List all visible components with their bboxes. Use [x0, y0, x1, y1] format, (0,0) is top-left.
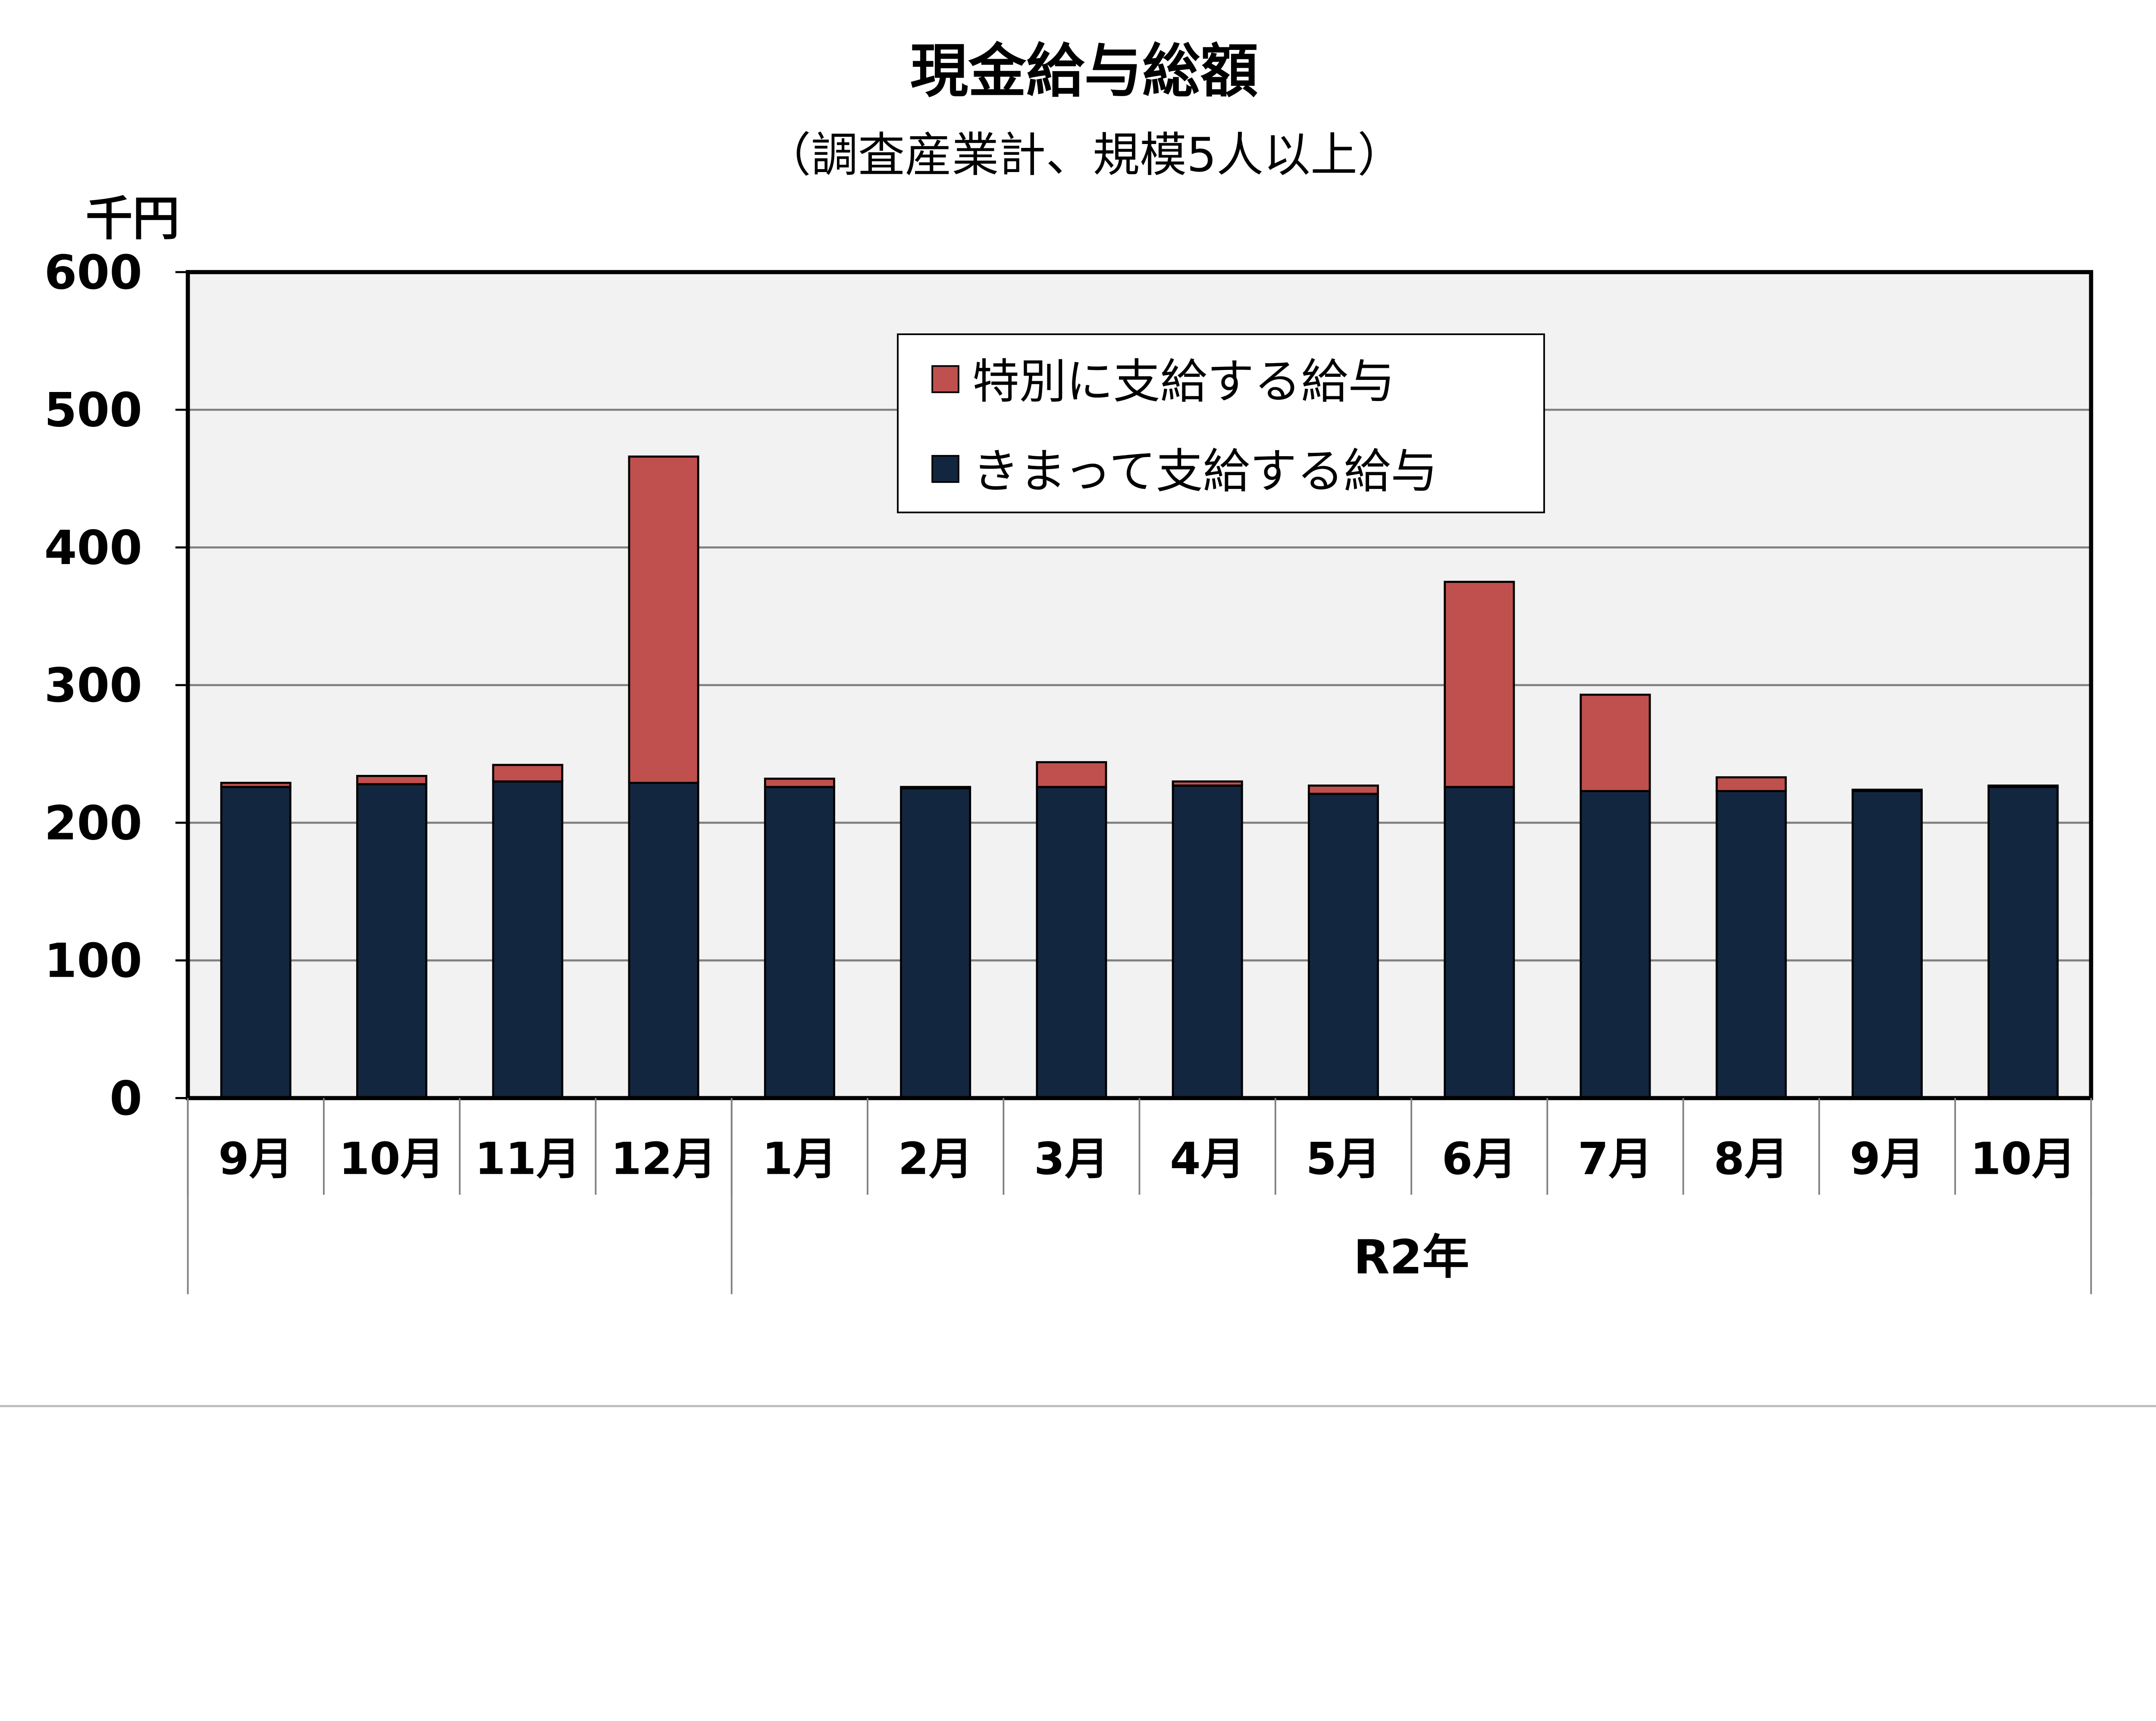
chart-subtitle: （調査産業計、規模5人以上）: [764, 128, 1404, 182]
bar-special: [900, 786, 971, 790]
bar-regular: [220, 786, 291, 1099]
x-tick-label: 4月: [1170, 1134, 1245, 1185]
x-tick-label: 8月: [1714, 1134, 1789, 1185]
legend-label-special: 特別に支給する給与: [972, 354, 1395, 409]
bar-special: [1987, 784, 2059, 788]
x-tick-label: 3月: [1034, 1134, 1109, 1185]
bar-special: [220, 781, 291, 788]
legend-label-regular: きまって支給する給与: [972, 444, 1438, 499]
y-tick-label: 200: [44, 796, 142, 850]
bar-special: [1444, 580, 1515, 788]
bar-special: [1172, 780, 1243, 787]
y-axis-label: 千円: [86, 191, 180, 246]
x-tick-label: 6月: [1442, 1134, 1517, 1185]
bar-regular: [1036, 786, 1107, 1099]
bar-regular: [1987, 786, 2059, 1099]
x-tick-label: 1月: [762, 1134, 837, 1185]
legend-swatch-special: [931, 365, 959, 393]
bar-regular: [1579, 790, 1651, 1099]
bar-regular: [1172, 784, 1243, 1099]
y-tick-label: 600: [44, 245, 142, 300]
chart-title: 現金給与総額: [910, 37, 1258, 105]
bar-special: [628, 455, 699, 784]
x-tick-label: 11月: [475, 1134, 580, 1185]
chart: 現金給与総額 （調査産業計、規模5人以上） 千円 0 100 200 300 400 50…: [0, 37, 2156, 1408]
bar-regular: [1444, 786, 1515, 1099]
y-tick-label: 0: [110, 1071, 142, 1126]
bar-regular: [900, 787, 971, 1099]
x-tick-label: 2月: [898, 1134, 973, 1185]
bar-special: [1715, 776, 1787, 792]
x-axis: 9月 10月 11月 12月 1月 2月 3月 4月 5月 6月 7月 8月 9月 10月 R2年: [187, 1098, 2092, 1295]
plot-border: [185, 270, 2093, 1100]
bar-special: [356, 775, 428, 785]
bar-regular: [1852, 790, 1923, 1099]
bar-regular: [492, 780, 564, 1099]
bar-special: [492, 764, 564, 783]
x-tick-label: 9月: [1850, 1134, 1925, 1185]
y-axis: 0 100 200 300 400 500 600: [44, 245, 188, 1126]
bar-special: [764, 777, 835, 788]
x-group-label: R2年: [1354, 1230, 1470, 1285]
bars: [220, 455, 2059, 1099]
y-tick-label: 400: [44, 520, 142, 575]
x-tick-label: 9月: [218, 1134, 293, 1185]
legend: 特別に支給する給与 きまって支給する給与: [897, 333, 1545, 514]
x-tick-label: 7月: [1578, 1134, 1653, 1185]
bar-special: [1307, 784, 1379, 795]
bar-special: [1579, 693, 1651, 792]
legend-swatch-regular: [931, 455, 959, 483]
x-tick-label: 12月: [611, 1134, 717, 1185]
y-tick-label: 100: [44, 934, 142, 988]
x-tick-label: 10月: [1970, 1134, 2076, 1185]
legend-box: [897, 333, 1545, 514]
y-tick-label: 300: [44, 658, 142, 713]
bar-regular: [1715, 790, 1787, 1099]
bar-special: [1036, 761, 1107, 788]
x-tick-label: 10月: [339, 1134, 445, 1185]
bar-regular: [628, 781, 699, 1099]
x-tick-label: 5月: [1306, 1134, 1381, 1185]
bar-regular: [356, 783, 428, 1099]
bar-regular: [1307, 793, 1379, 1099]
y-tick-label: 500: [44, 383, 142, 438]
bar-regular: [764, 786, 835, 1099]
bar-special: [1852, 788, 1923, 792]
